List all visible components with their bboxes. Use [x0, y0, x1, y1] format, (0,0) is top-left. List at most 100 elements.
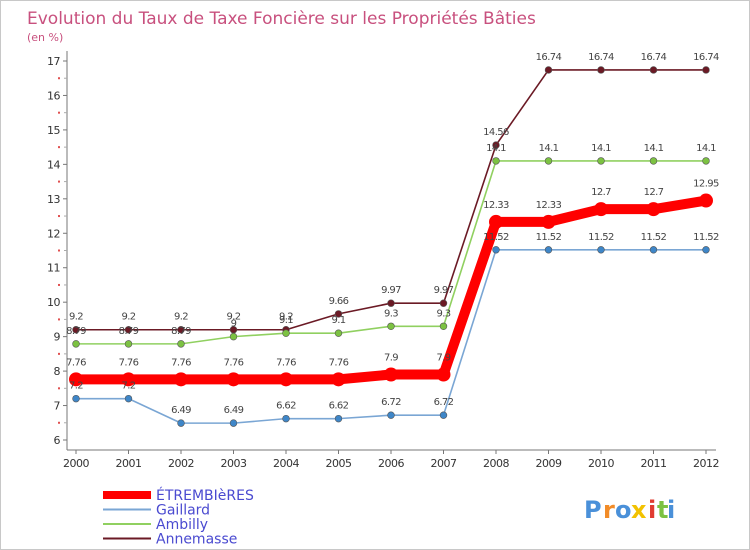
data-label: 9.1: [331, 315, 345, 326]
legend-label: Annemasse: [156, 532, 237, 548]
y-tick-label: 8: [54, 365, 61, 378]
data-label: 11.52: [483, 232, 509, 243]
data-point: [594, 202, 608, 217]
y-tick-label: 10: [47, 296, 60, 309]
data-point: [702, 157, 710, 165]
y-tick-label: 9: [54, 331, 61, 344]
y-minor-marker: [58, 180, 60, 183]
series--trembi-res: [69, 193, 713, 387]
data-label: 9.1: [279, 315, 293, 326]
data-point: [334, 310, 343, 318]
data-label: 9.2: [174, 312, 188, 323]
x-tick-label: 2006: [378, 457, 404, 470]
data-point: [72, 340, 80, 348]
legend-label: Gaillard: [156, 503, 210, 519]
x-tick-label: 2004: [273, 457, 299, 470]
data-label: 9.2: [121, 312, 135, 323]
y-minor-marker: [58, 249, 60, 252]
data-label: 6.62: [276, 401, 296, 412]
data-point: [282, 329, 290, 337]
data-point: [282, 414, 290, 423]
data-point: [177, 326, 185, 334]
data-point: [439, 322, 448, 330]
data-label: 11.52: [641, 232, 667, 243]
logo-letter: r: [603, 496, 615, 524]
data-label: 7.9: [384, 353, 398, 364]
x-tick-label: 2012: [693, 457, 719, 470]
data-point: [597, 157, 605, 165]
data-point: [177, 340, 185, 348]
data-label: 14.1: [539, 143, 559, 154]
y-minor-marker: [58, 421, 60, 424]
data-point: [226, 372, 241, 387]
logo-letter: o: [615, 496, 632, 524]
data-label: 7.76: [66, 357, 86, 368]
logo-letter: i: [648, 496, 656, 524]
series-ambilly: [72, 157, 710, 348]
y-tick-label: 15: [47, 124, 60, 137]
x-tick-label: 2009: [536, 457, 562, 470]
data-label: 9: [231, 319, 237, 330]
data-label: 7.2: [121, 381, 135, 392]
data-label: 9.3: [436, 308, 450, 319]
legend-label: ÉTREMBIèRES: [156, 487, 254, 504]
x-tick-label: 2011: [641, 457, 667, 470]
y-minor-marker: [58, 215, 60, 218]
series-gaillard: [72, 246, 710, 427]
data-point: [174, 372, 188, 387]
x-tick-label: 2008: [483, 457, 509, 470]
data-label: 9.2: [226, 312, 240, 323]
data-label: 7.9: [436, 353, 450, 364]
data-label: 16.74: [693, 52, 719, 63]
data-point: [436, 367, 451, 382]
data-point: [124, 394, 133, 403]
axes: 6 7 8 9 10 11 12 13 14 15 16 17 2000 2001 2002 2003 2004…: [47, 51, 720, 470]
data-point: [489, 214, 503, 229]
data-point: [72, 394, 80, 403]
y-tick-label: 17: [47, 55, 60, 68]
y-minor-marker: [58, 146, 60, 149]
data-point: [124, 326, 133, 334]
data-label: 7.76: [276, 357, 296, 368]
x-tick-label: 2005: [326, 457, 352, 470]
data-label: 16.74: [588, 52, 614, 63]
data-label: 14.1: [486, 143, 506, 154]
x-tick-label: 2000: [63, 457, 89, 470]
chart-subtitle: (en %): [27, 31, 63, 44]
x-tick-label: 2002: [168, 457, 194, 470]
data-label: 11.52: [693, 232, 719, 243]
data-label: 12.95: [693, 179, 719, 190]
y-minor-marker: [58, 387, 60, 390]
y-minor-marker: [58, 283, 60, 286]
legend-label: Ambilly: [156, 517, 208, 533]
data-point: [279, 372, 293, 387]
data-label: 14.1: [644, 143, 664, 154]
data-label: 9.3: [384, 308, 398, 319]
data-point: [492, 246, 500, 254]
y-tick-label: 11: [47, 262, 60, 275]
data-point: [702, 66, 710, 74]
data-point: [72, 326, 80, 334]
data-point: [544, 157, 553, 165]
data-point: [331, 372, 346, 387]
data-label: 12.7: [644, 187, 664, 198]
logo-letter: i: [667, 496, 675, 524]
data-label: 16.74: [641, 52, 667, 63]
data-point: [334, 414, 343, 423]
x-tick-label: 2003: [221, 457, 247, 470]
y-minor-marker: [58, 111, 60, 114]
data-point: [387, 299, 395, 307]
logo-letter: x: [631, 496, 647, 524]
data-point: [387, 322, 395, 330]
data-point: [69, 372, 83, 387]
data-label: 14.1: [591, 143, 611, 154]
data-label: 9.66: [329, 296, 349, 307]
data-point: [177, 419, 185, 427]
data-point: [334, 329, 343, 337]
data-label: 12.33: [536, 200, 562, 211]
y-tick-label: 16: [47, 89, 60, 102]
data-point: [597, 246, 605, 254]
data-point: [699, 193, 713, 208]
y-minor-marker: [58, 318, 60, 321]
